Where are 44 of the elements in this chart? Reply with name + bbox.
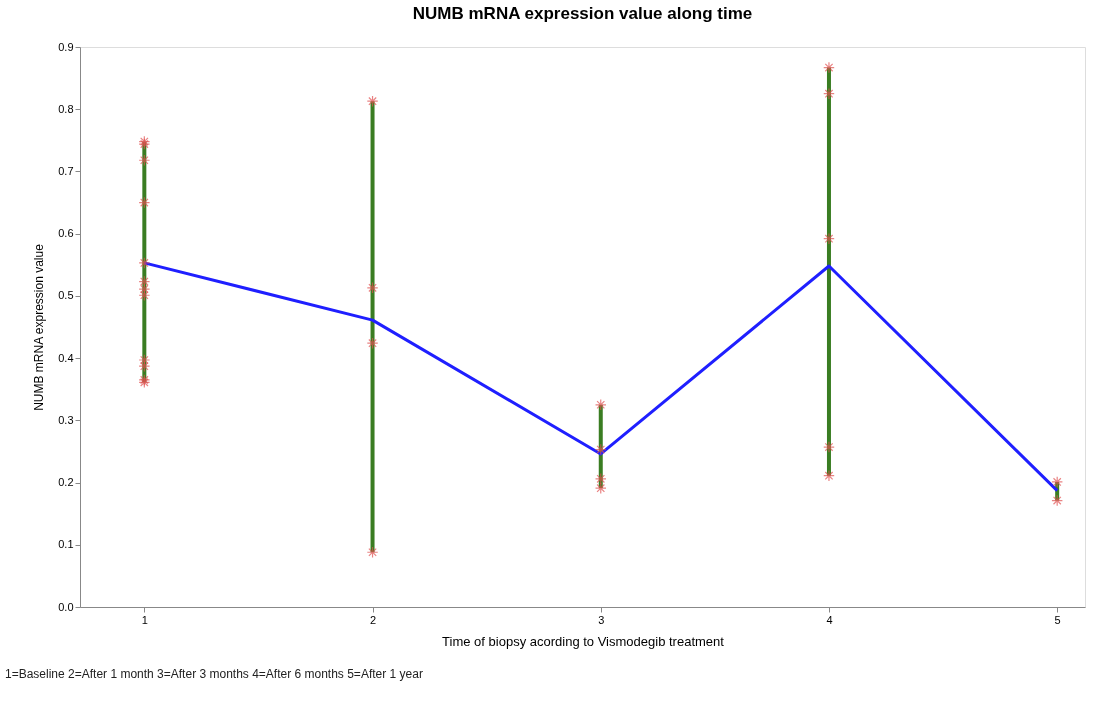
text: 1=Baseline 2=After 1 month 3=After 3 months 4=After 6 months 5=After 1 year (5, 667, 423, 681)
point (138, 354, 151, 366)
point (823, 87, 835, 100)
y-tick-label: 0.0 (58, 600, 74, 613)
point (138, 360, 151, 373)
bar (826, 67, 831, 476)
x-tick-label: 4 (826, 613, 833, 626)
point (138, 283, 151, 295)
y-tick-label: 0.6 (58, 227, 74, 240)
y-tick-label: 0.8 (58, 102, 74, 115)
chart-title: NUMB mRNA expression value along time (412, 4, 753, 23)
point (366, 281, 379, 294)
y-tick-label: 0.2 (58, 476, 74, 489)
y-tick-label: 0.1 (58, 538, 74, 551)
point (594, 398, 607, 411)
y-tick-label: 0.3 (58, 413, 74, 426)
point (138, 196, 151, 209)
y-tick-label: 0.9 (58, 40, 74, 53)
point (823, 61, 835, 74)
y-axis-title: NUMB mRNA expression value (32, 243, 47, 411)
point (823, 441, 835, 453)
point (594, 443, 607, 456)
point (366, 95, 379, 107)
y-tick-label: 0.4 (58, 351, 74, 364)
point (1051, 476, 1064, 488)
x-axis-title: Time of biopsy acording to Vismodegib treatment (442, 633, 725, 649)
point (823, 469, 835, 482)
x-tick-label: 5 (1054, 613, 1061, 626)
x-tick-label: 2 (369, 613, 377, 626)
point (594, 482, 607, 494)
point (366, 337, 379, 350)
x-tick-label: 3 (598, 613, 605, 626)
x-tick-label: 1 (141, 613, 148, 626)
point (594, 472, 607, 485)
point (823, 232, 835, 245)
point (138, 257, 151, 269)
point (366, 546, 379, 559)
y-tick-label: 0.7 (58, 164, 74, 177)
point (138, 275, 151, 288)
y-tick-label: 0.5 (58, 289, 74, 302)
point (138, 289, 151, 302)
bar (370, 101, 375, 553)
point (1051, 494, 1064, 507)
point (138, 154, 151, 167)
